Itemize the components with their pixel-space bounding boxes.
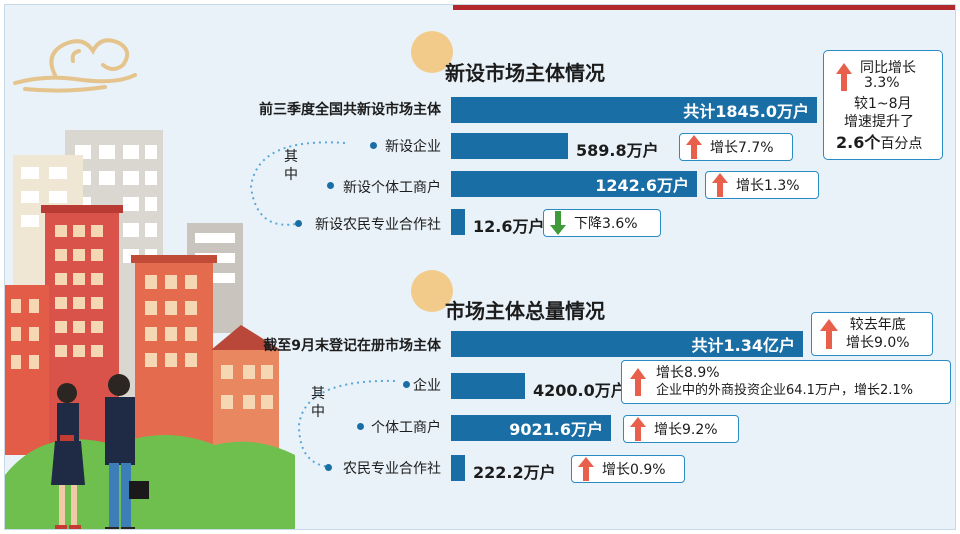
top-accent-bar (453, 5, 955, 10)
section2-qizhong-1: 其 (311, 386, 325, 402)
man-figure (105, 374, 149, 529)
section1-row1-change-box: 增长7.7% (679, 133, 793, 161)
section2-row1-dot (403, 381, 410, 388)
section2-row2-change: 增长9.2% (654, 422, 718, 438)
section1-row3-label: 新设农民专业合作社 (315, 217, 441, 233)
section2-row2-change-box: 增长9.2% (623, 415, 739, 443)
up-arrow-icon (630, 417, 646, 441)
up-arrow-icon (712, 173, 728, 197)
woman-figure (51, 383, 85, 529)
section1-row2-bar: 1242.6万户 (451, 171, 697, 197)
section1-title-circle (411, 31, 453, 73)
section2-row3-change: 增长0.9% (602, 462, 666, 478)
section2-row1-value: 4200.0万户 (533, 381, 627, 400)
section1-row3-bar (451, 209, 465, 235)
section2-row3-change-box: 增长0.9% (571, 455, 685, 483)
section1-total-bar: 共计1845.0万户 (451, 97, 817, 123)
section1-note-line5: 2.6个百分点 (836, 129, 922, 153)
section1-row1-value: 589.8万户 (576, 141, 659, 160)
section1-row2-change-box: 增长1.3% (705, 171, 819, 199)
section2-row1-change-box: 增长8.9% 企业中的外商投资企业64.1万户，增长2.1% (621, 360, 951, 404)
up-arrow-icon (686, 135, 702, 159)
section2-row1-bar (451, 373, 525, 399)
section1-total-label: 前三季度全国共新设市场主体 (259, 102, 441, 118)
section2-total-note-line2: 增长9.0% (846, 335, 910, 351)
section2-row3-bar (451, 455, 465, 481)
building-red-left (5, 285, 49, 455)
cloud-icon (13, 38, 137, 93)
section1-row3-change-box: 下降3.6% (543, 209, 661, 237)
section1-row1-label: 新设企业 (385, 139, 441, 155)
section1-row2-dot (327, 182, 334, 189)
section2-row1-extra: 企业中的外商投资企业64.1万户，增长2.1% (656, 383, 913, 398)
section2-qizhong-2: 中 (311, 404, 325, 420)
section1-bracket (249, 141, 346, 226)
infographic-frame: 新设市场主体情况 同比增长 3.3% 较1~8月 增速提升了 2.6个百分点 前… (4, 4, 956, 530)
section2-total-label: 截至9月末登记在册市场主体 (263, 338, 441, 354)
section2-row3-dot (325, 464, 332, 471)
section1-note-box: 同比增长 3.3% 较1~8月 增速提升了 2.6个百分点 (823, 50, 943, 160)
section1-note-line3: 较1~8月 (854, 96, 912, 112)
green-hill (5, 435, 295, 529)
section2-row2-label: 个体工商户 (371, 420, 441, 436)
section1-note-unit: 百分点 (880, 136, 923, 152)
section1-title: 新设市场主体情况 (445, 61, 605, 85)
section2-total-note-box: 较去年底 增长9.0% (811, 312, 933, 356)
section1-row2-label: 新设个体工商户 (343, 180, 441, 196)
city-illustration (5, 38, 295, 529)
up-arrow-icon (630, 368, 646, 396)
section1-note-num: 2.6个 (836, 133, 881, 152)
section2-total-note-line1: 较去年底 (849, 317, 906, 333)
section1-row1-bar (451, 133, 568, 159)
section1-note-line2: 3.3% (864, 75, 900, 91)
section1-qizhong-2: 中 (284, 167, 298, 183)
section1-row3-dot (295, 220, 302, 227)
section2-row3-value: 222.2万户 (473, 463, 556, 482)
section1-row1-change: 增长7.7% (710, 140, 774, 156)
section2-total-bar: 共计1.34亿户 (451, 331, 803, 357)
section1-row3-value: 12.6万户 (473, 217, 545, 236)
section2-title: 市场主体总量情况 (445, 299, 605, 323)
section1-row2-change: 增长1.3% (736, 178, 800, 194)
section1-note-line4: 增速提升了 (844, 114, 914, 130)
section2-title-circle (411, 270, 453, 312)
down-arrow-icon (550, 211, 566, 235)
section1-note-line1: 同比增长 (860, 60, 916, 76)
section1-qizhong-1: 其 (284, 149, 298, 165)
up-arrow-icon (578, 457, 594, 481)
section1-row3-change: 下降3.6% (574, 216, 638, 232)
section2-row1-change: 增长8.9% (656, 365, 720, 381)
up-arrow-icon (836, 63, 852, 91)
up-arrow-icon (820, 319, 838, 349)
section1-row1-dot (370, 142, 377, 149)
section2-row2-bar: 9021.6万户 (451, 415, 611, 441)
section2-row3-label: 农民专业合作社 (343, 461, 441, 477)
section2-row1-label: 企业 (413, 378, 441, 394)
section2-row2-dot (357, 423, 364, 430)
briefcase-icon (129, 481, 149, 499)
